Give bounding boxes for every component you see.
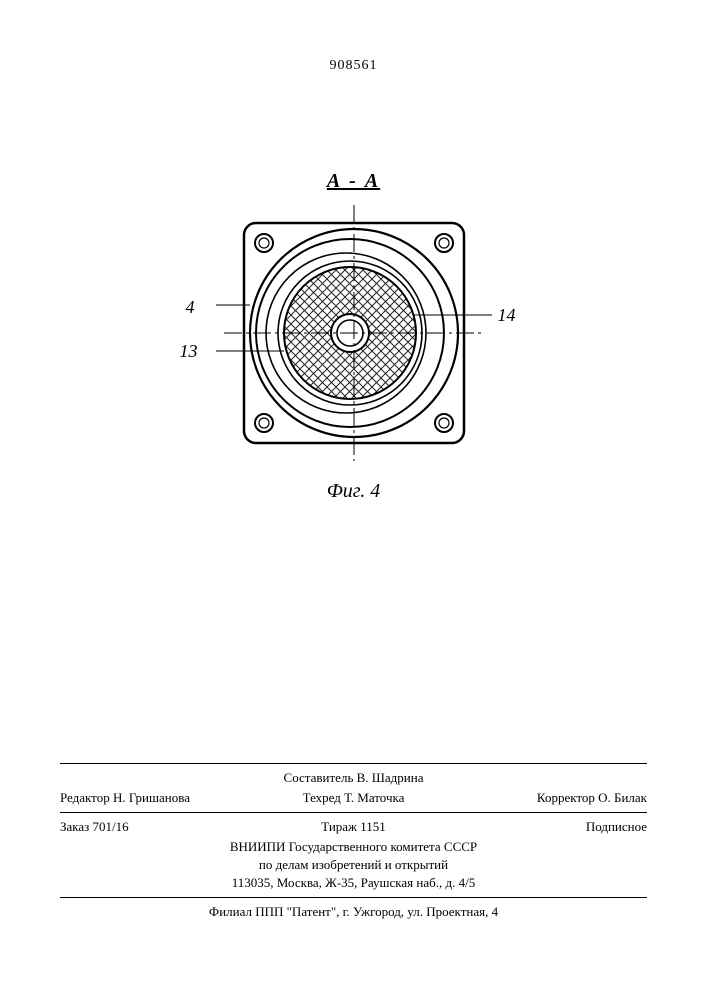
figure-block: А - А bbox=[0, 170, 707, 503]
footer-subscription: Подписное bbox=[451, 819, 647, 835]
footer-compiler: Составитель В. Шадрина bbox=[256, 770, 452, 786]
footer-tirazh: Тираж 1151 bbox=[256, 819, 452, 835]
footer-order: Заказ 701/16 bbox=[60, 819, 256, 835]
callout-4: 4 bbox=[186, 297, 195, 318]
section-label: А - А bbox=[0, 170, 707, 193]
callout-14: 14 bbox=[498, 305, 516, 326]
patent-number: 908561 bbox=[0, 58, 707, 74]
figure-caption: Фиг. 4 bbox=[0, 480, 707, 503]
footer-techred: Техред Т. Маточка bbox=[256, 790, 452, 806]
footer-branch: Филиал ППП "Патент", г. Ужгород, ул. Про… bbox=[60, 904, 647, 920]
footer-address: 113035, Москва, Ж-35, Раушская наб., д. … bbox=[60, 875, 647, 891]
footer-editor: Редактор Н. Гришанова bbox=[60, 790, 256, 806]
footer-org2: по делам изобретений и открытий bbox=[60, 857, 647, 873]
callout-13: 13 bbox=[180, 341, 198, 362]
footer-org1: ВНИИПИ Государственного комитета СССР bbox=[60, 839, 647, 855]
figure-svg bbox=[194, 203, 514, 463]
footer-corrector: Корректор О. Билак bbox=[451, 790, 647, 806]
footer-block: Составитель В. Шадрина Редактор Н. Гриша… bbox=[60, 763, 647, 920]
